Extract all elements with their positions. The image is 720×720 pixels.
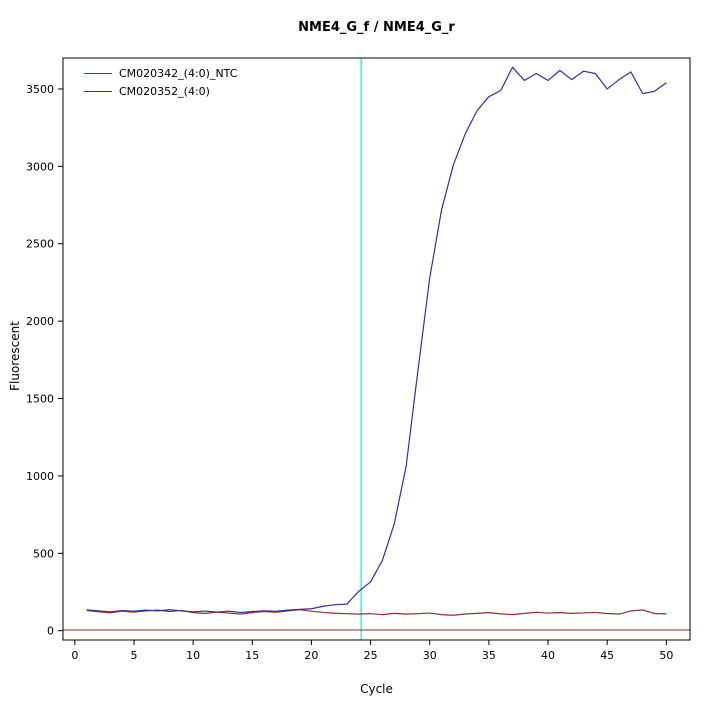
- y-tick-label: 500: [33, 547, 54, 560]
- x-tick-label: 0: [71, 649, 78, 662]
- y-tick-label: 0: [47, 625, 54, 638]
- legend: CM020342_(4:0)_NTC CM020352_(4:0): [84, 66, 237, 98]
- x-tick-label: 35: [482, 649, 496, 662]
- x-axis-label: Cycle: [360, 682, 393, 696]
- y-tick-label: 3000: [26, 160, 54, 173]
- y-tick-label: 2500: [26, 238, 54, 251]
- series-line-1: [86, 66, 667, 614]
- x-tick-label: 10: [186, 649, 200, 662]
- plot-border: [62, 57, 691, 641]
- chart-title: NME4_G_f / NME4_G_r: [298, 20, 455, 35]
- legend-label-sample: CM020352_(4:0): [119, 84, 210, 98]
- y-tick-label: 2000: [26, 315, 54, 328]
- x-tick-label: 45: [600, 649, 614, 662]
- x-tick-label: 30: [423, 649, 437, 662]
- legend-line-swatch-ntc: [84, 72, 112, 74]
- x-tick-label: 5: [130, 649, 137, 662]
- x-tick-label: 40: [541, 649, 555, 662]
- x-tick-label: 50: [659, 649, 673, 662]
- y-tick-label: 3500: [26, 83, 54, 96]
- y-tick-label: 1000: [26, 470, 54, 483]
- legend-label-ntc: CM020342_(4:0)_NTC: [119, 66, 238, 80]
- x-tick-label: 15: [245, 649, 259, 662]
- legend-item-sample: CM020352_(4:0): [84, 84, 237, 98]
- x-tick-label: 25: [364, 649, 378, 662]
- y-tick-label: 1500: [26, 393, 54, 406]
- x-tick-label: 20: [304, 649, 318, 662]
- legend-line-swatch-sample: [84, 90, 112, 92]
- y-axis-label: Fluorescent: [8, 321, 22, 391]
- legend-item-ntc: CM020342_(4:0)_NTC: [84, 66, 237, 80]
